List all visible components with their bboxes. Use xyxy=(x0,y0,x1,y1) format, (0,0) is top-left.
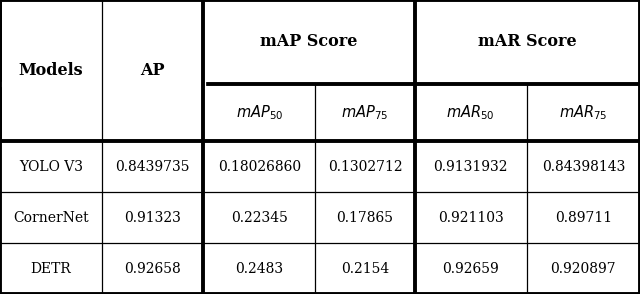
Text: CornerNet: CornerNet xyxy=(13,211,88,225)
Text: 0.17865: 0.17865 xyxy=(337,211,394,225)
Text: 0.89711: 0.89711 xyxy=(555,211,612,225)
Text: 0.920897: 0.920897 xyxy=(550,262,616,275)
Text: 0.84398143: 0.84398143 xyxy=(541,160,625,174)
Text: DETR: DETR xyxy=(31,262,71,275)
Text: 0.2154: 0.2154 xyxy=(341,262,389,275)
Text: $mAP_{50}$: $mAP_{50}$ xyxy=(236,103,283,122)
Text: mAP Score: mAP Score xyxy=(260,34,358,51)
Text: 0.9131932: 0.9131932 xyxy=(433,160,508,174)
Text: YOLO V3: YOLO V3 xyxy=(19,160,83,174)
Text: 0.921103: 0.921103 xyxy=(438,211,504,225)
Text: 0.8439735: 0.8439735 xyxy=(115,160,189,174)
Text: 0.92658: 0.92658 xyxy=(124,262,181,275)
Text: 0.92659: 0.92659 xyxy=(442,262,499,275)
Text: $mAP_{75}$: $mAP_{75}$ xyxy=(341,103,388,122)
Text: 0.1302712: 0.1302712 xyxy=(328,160,403,174)
Text: $mAR_{75}$: $mAR_{75}$ xyxy=(559,103,607,122)
Text: $mAR_{50}$: $mAR_{50}$ xyxy=(446,103,495,122)
Text: 0.22345: 0.22345 xyxy=(231,211,287,225)
Text: 0.91323: 0.91323 xyxy=(124,211,181,225)
Text: 0.18026860: 0.18026860 xyxy=(218,160,301,174)
Text: Models: Models xyxy=(19,62,83,79)
Text: mAR Score: mAR Score xyxy=(478,34,577,51)
Text: 0.2483: 0.2483 xyxy=(235,262,284,275)
Text: AP: AP xyxy=(140,62,164,79)
